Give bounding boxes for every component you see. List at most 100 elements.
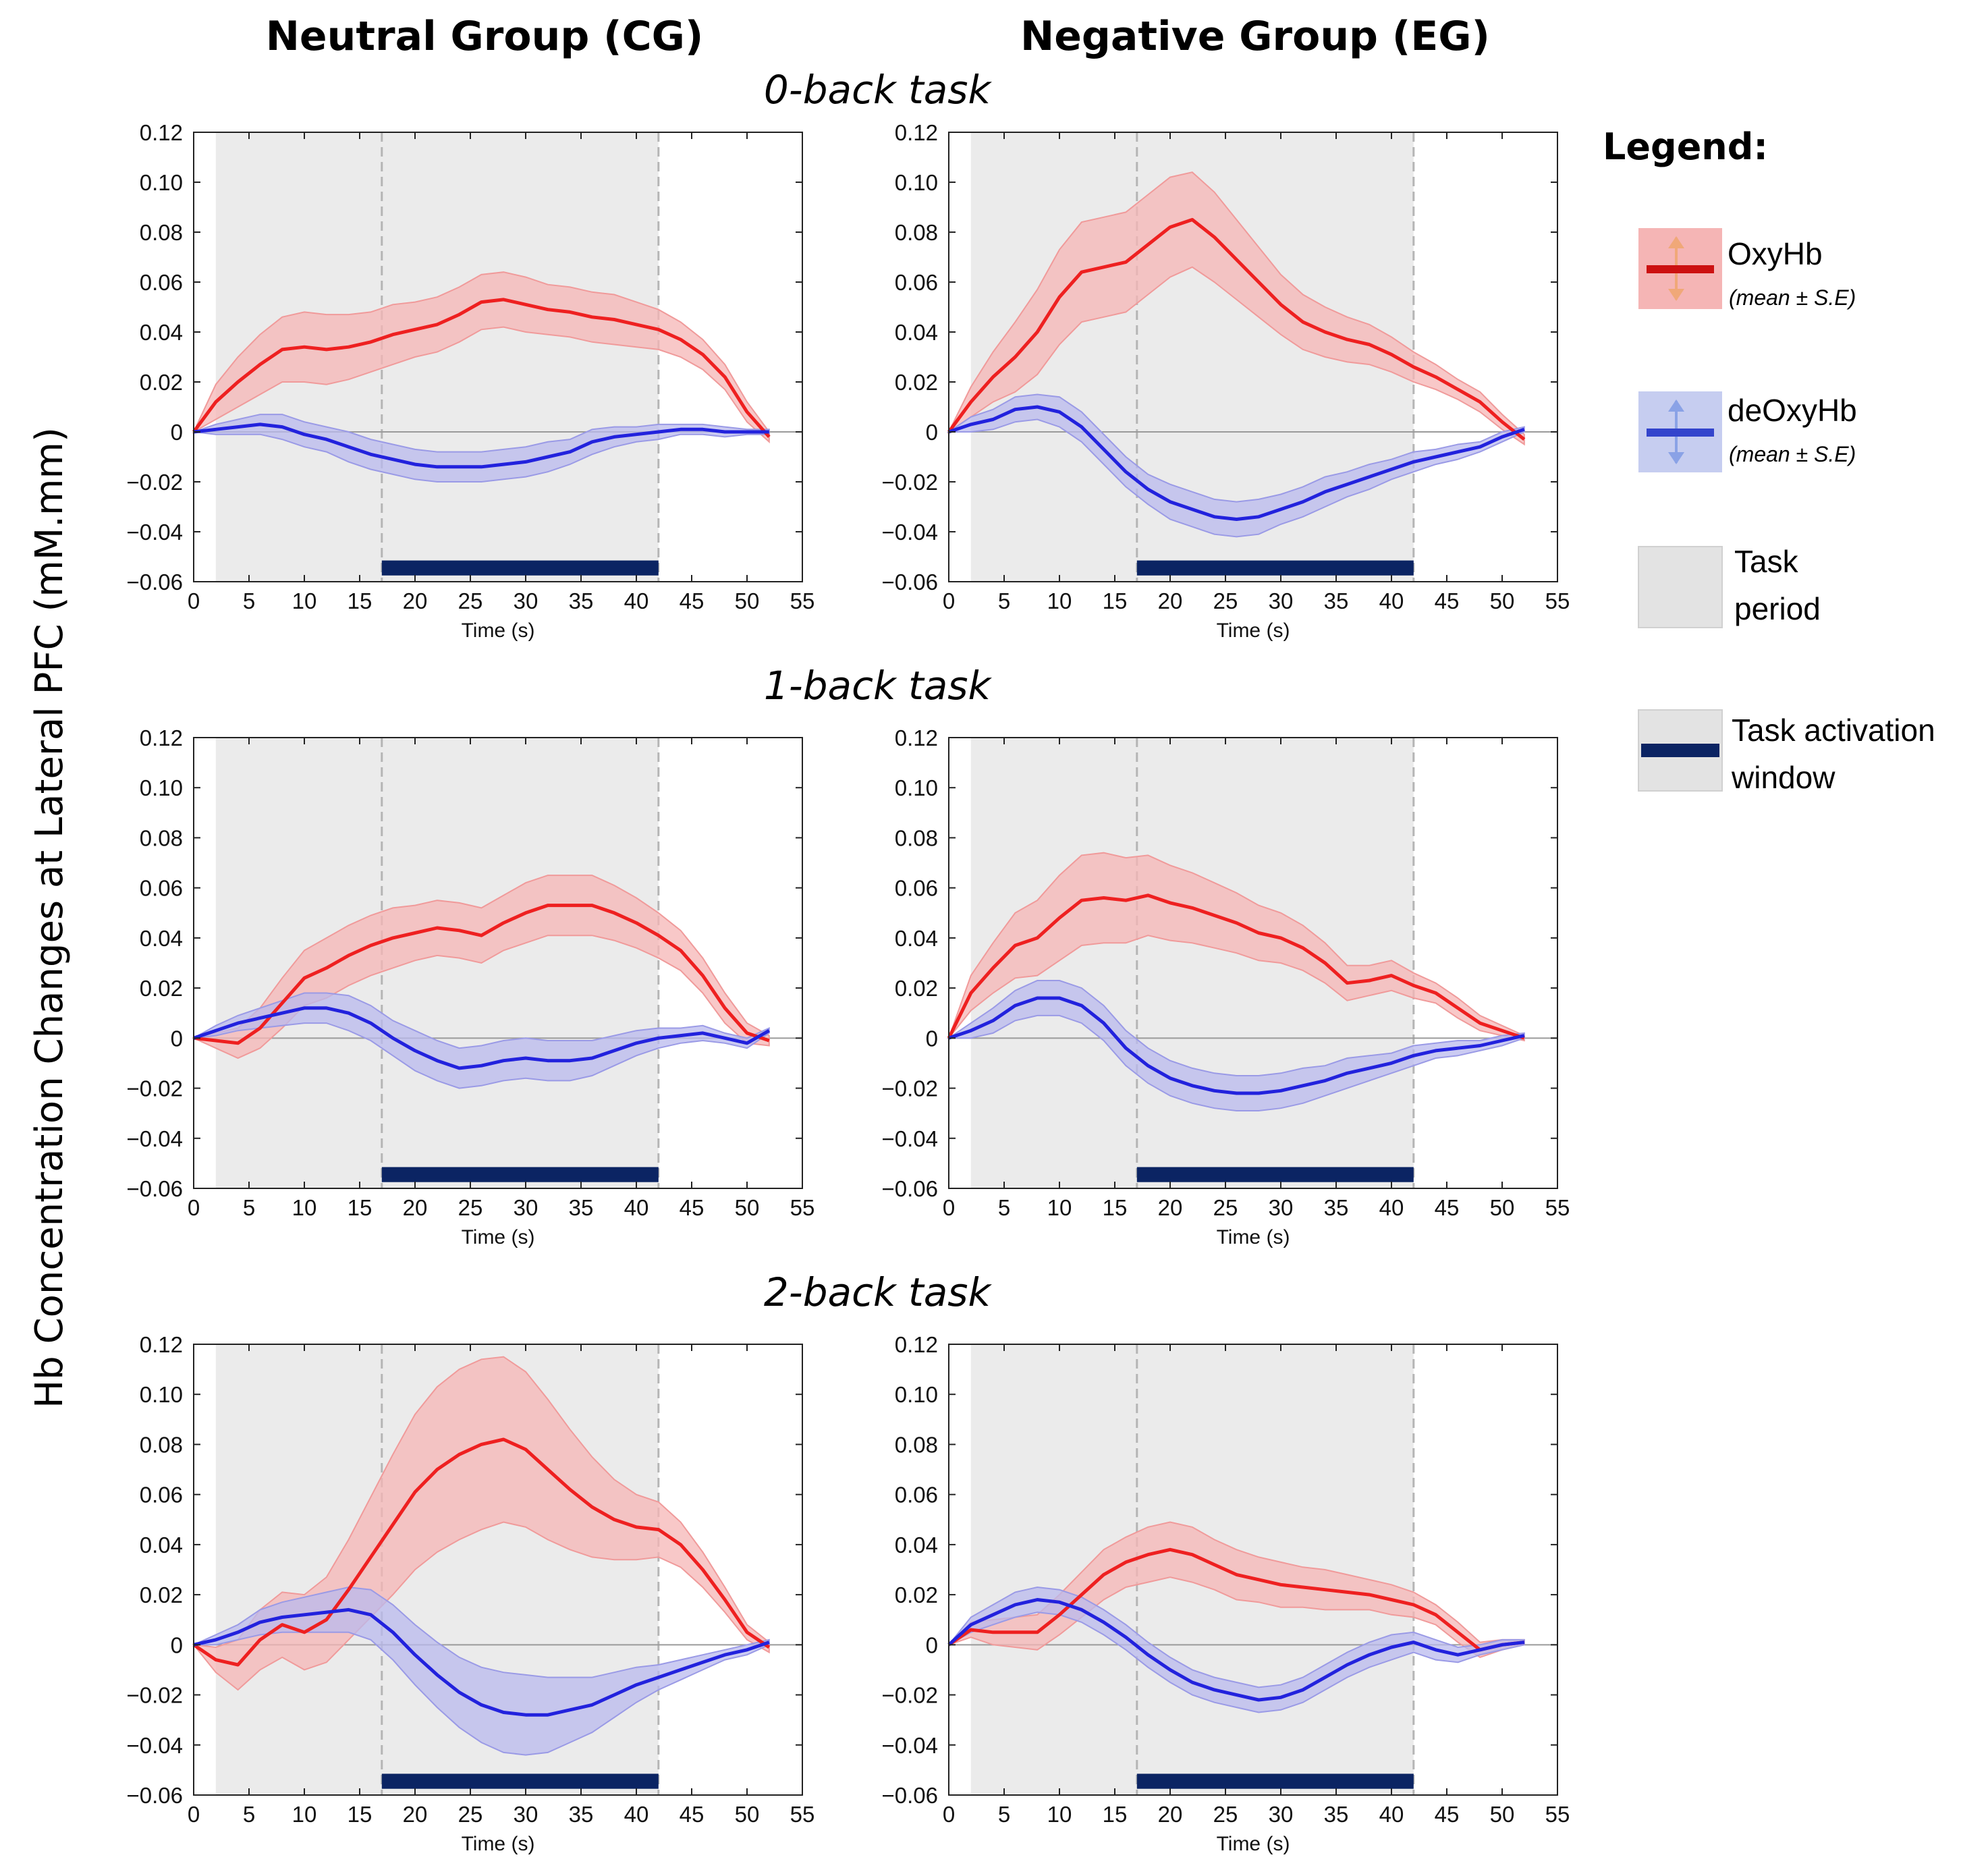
- chart-panel-cg-2back: −0.06 −0.04 −0.02 0 0.02 0.04 0.06 0.08 0.10 0.12…: [127, 1332, 815, 1855]
- x-tick-label: 0: [188, 1802, 200, 1827]
- y-axis-label: Hb Concentration Changes at Lateral PFC …: [28, 427, 72, 1408]
- task-activation-window-bar: [381, 560, 659, 576]
- x-tick-label: 20: [403, 588, 428, 613]
- task-activation-window-bar: [1136, 1167, 1414, 1182]
- y-tick-label: 0: [926, 420, 938, 445]
- row-title-0back: 0-back task: [764, 67, 993, 113]
- x-tick-label: 10: [292, 1195, 317, 1220]
- plot-frame: [193, 132, 803, 582]
- x-tick-label: 35: [569, 588, 594, 613]
- x-tick-label: 10: [1047, 1802, 1072, 1827]
- x-tick-label: 5: [998, 1802, 1010, 1827]
- y-tick-label: 0.12: [140, 725, 183, 750]
- legend-deoxy-label: deOxyHb: [1728, 393, 1857, 428]
- y-tick-label: −0.04: [127, 520, 184, 545]
- legend-oxy-label: OxyHb: [1728, 236, 1823, 271]
- legend-oxy-sub: (mean ± S.E): [1729, 285, 1856, 310]
- x-tick-label: 20: [403, 1195, 428, 1220]
- y-tick-label: −0.02: [127, 1683, 184, 1708]
- y-tick-label: 0.10: [140, 775, 183, 800]
- legend: Legend: OxyHb (mean ± S.E) deOxyHb (mean…: [1603, 126, 1935, 795]
- task-activation-window-bar: [1136, 560, 1414, 576]
- y-tick-label: −0.04: [882, 1733, 939, 1758]
- x-tick-label: 30: [1269, 588, 1294, 613]
- x-tick-label: 10: [1047, 1195, 1072, 1220]
- x-tick-label: 30: [514, 588, 539, 613]
- plot-frame: [948, 132, 1558, 582]
- x-axis-label: Time (s): [462, 1226, 535, 1248]
- column-title-cg: Neutral Group (CG): [266, 13, 704, 60]
- y-tick-label: −0.04: [882, 520, 939, 545]
- y-tick-label: 0.10: [140, 1382, 183, 1407]
- y-tick-label: 0: [171, 420, 183, 445]
- oxyhb-line: [947, 893, 1525, 1040]
- x-tick-label: 15: [1103, 588, 1128, 613]
- legend-task-period-swatch: [1638, 546, 1723, 628]
- x-tick-label: 5: [243, 1195, 255, 1220]
- x-axis-label: Time (s): [462, 619, 535, 642]
- x-tick-label: 15: [348, 1802, 372, 1827]
- legend-title: Legend:: [1603, 126, 1768, 168]
- legend-task-period-line1: Task: [1734, 544, 1799, 579]
- row-title-2back: 2-back task: [764, 1269, 993, 1315]
- y-tick-label: 0.08: [140, 220, 183, 245]
- legend-task-window-line1: Task activation: [1732, 713, 1935, 748]
- x-tick-label: 25: [458, 1195, 483, 1220]
- x-tick-label: 5: [998, 1195, 1010, 1220]
- x-tick-label: 25: [1213, 588, 1238, 613]
- y-tick-label: −0.04: [127, 1126, 184, 1151]
- x-tick-label: 55: [1545, 1802, 1570, 1827]
- x-tick-label: 10: [1047, 588, 1072, 613]
- chart-panel-eg-1back: −0.06 −0.04 −0.02 0 0.02 0.04 0.06 0.08 0.10 0.12…: [882, 725, 1570, 1248]
- x-axis-label: Time (s): [1217, 1833, 1290, 1855]
- y-tick-label: 0.06: [895, 270, 938, 295]
- y-tick-label: 0: [926, 1632, 938, 1657]
- x-tick-label: 45: [680, 1195, 705, 1220]
- x-tick-label: 45: [1435, 1802, 1460, 1827]
- x-tick-label: 40: [624, 588, 649, 613]
- x-tick-label: 30: [1269, 1195, 1294, 1220]
- y-tick-label: 0.10: [895, 775, 938, 800]
- x-tick-label: 40: [1379, 1195, 1404, 1220]
- x-axis-label: Time (s): [1217, 1226, 1290, 1248]
- task-activation-window-bar: [1136, 1773, 1414, 1789]
- y-tick-label: 0.04: [895, 320, 938, 345]
- x-tick-label: 15: [348, 1195, 372, 1220]
- y-tick-label: 0.12: [895, 725, 938, 750]
- x-tick-label: 15: [1103, 1195, 1128, 1220]
- x-tick-label: 10: [292, 588, 317, 613]
- x-tick-label: 30: [514, 1195, 539, 1220]
- x-tick-label: 50: [1490, 588, 1515, 613]
- y-tick-label: 0.02: [895, 976, 938, 1001]
- legend-deoxy-sub: (mean ± S.E): [1729, 442, 1856, 466]
- y-tick-label: 0: [171, 1026, 183, 1051]
- x-tick-label: 25: [1213, 1195, 1238, 1220]
- deoxyhb-line: [193, 1607, 770, 1717]
- x-tick-label: 55: [1545, 1195, 1570, 1220]
- x-tick-label: 25: [458, 1802, 483, 1827]
- chart-panel-eg-2back: −0.06 −0.04 −0.02 0 0.02 0.04 0.06 0.08 0.10 0.12…: [882, 1332, 1570, 1855]
- y-tick-label: 0.06: [140, 1483, 183, 1508]
- x-tick-label: 5: [998, 588, 1010, 613]
- deoxyhb-line: [948, 996, 1525, 1095]
- chart-panel-cg-1back: −0.06 −0.04 −0.02 0 0.02 0.04 0.06 0.08 0.10 0.12…: [127, 725, 815, 1248]
- y-tick-label: −0.02: [882, 1683, 939, 1708]
- x-tick-label: 25: [458, 588, 483, 613]
- y-tick-label: 0.12: [140, 120, 183, 145]
- plot-frame: [948, 1344, 1558, 1796]
- y-tick-label: −0.02: [882, 470, 939, 495]
- y-tick-label: −0.04: [127, 1733, 184, 1758]
- task-period-shade: [215, 738, 659, 1188]
- x-tick-label: 55: [790, 1195, 815, 1220]
- task-activation-window-bar: [381, 1773, 659, 1789]
- y-tick-label: 0.02: [895, 370, 938, 395]
- x-tick-label: 10: [292, 1802, 317, 1827]
- x-tick-label: 45: [680, 588, 705, 613]
- y-tick-label: −0.06: [127, 1176, 184, 1201]
- y-tick-label: 0: [926, 1026, 938, 1051]
- y-tick-label: 0.10: [895, 1382, 938, 1407]
- x-tick-label: 30: [514, 1802, 539, 1827]
- y-tick-label: 0.06: [895, 1483, 938, 1508]
- x-tick-label: 5: [243, 1802, 255, 1827]
